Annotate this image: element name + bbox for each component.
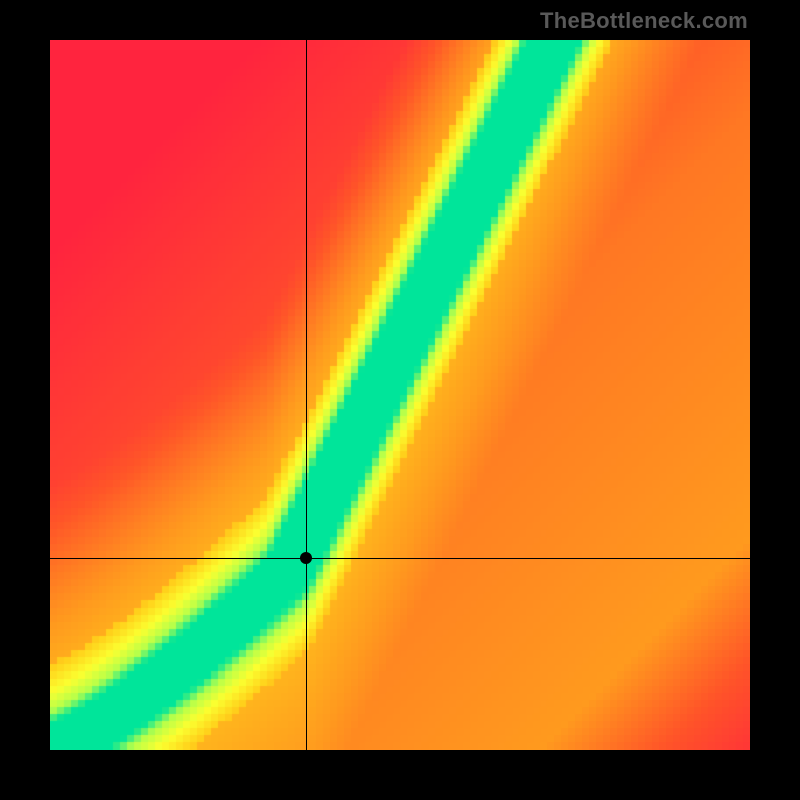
chart-root: { "watermark": "TheBottleneck.com", "can… [0, 0, 800, 800]
heatmap-canvas [50, 40, 750, 750]
watermark-label: TheBottleneck.com [540, 8, 748, 34]
crosshair-vertical-line [306, 40, 307, 750]
heatmap-plot [50, 40, 750, 750]
crosshair-marker [300, 552, 312, 564]
crosshair-horizontal-line [50, 558, 750, 559]
